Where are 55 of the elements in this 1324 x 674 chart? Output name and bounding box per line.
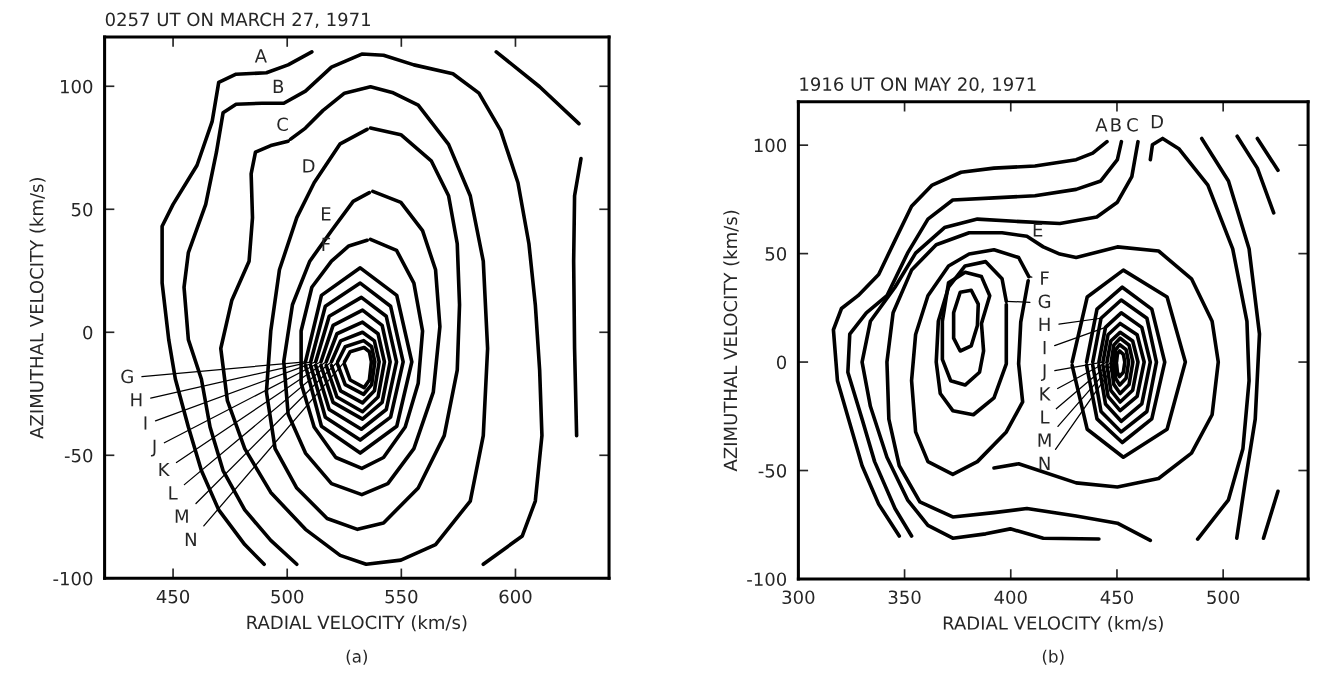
annotation: L [169,486,178,500]
annotation: N [1039,456,1050,470]
x-axis-title: RADIAL VELOCITY (km/s) [943,615,1163,632]
annotation: M [175,509,188,523]
annotation: F [322,237,331,251]
annotation: C [277,117,288,132]
annotation: D [303,159,315,173]
x-tick-label: 450 [156,589,190,604]
x-tick-label: 500 [271,589,304,604]
y-axis-title: AZIMUTHAL VELOCITY (km/s) [723,210,740,472]
x-tick-label: 350 [888,590,921,605]
y-tick-label: 100 [61,79,93,94]
annotation: D [1151,114,1163,129]
annotation: H [131,393,142,407]
x-tick-label: 550 [385,589,418,604]
y-tick-label: 50 [765,247,787,261]
annotation: I [1043,341,1046,355]
x-tick-label: 400 [994,590,1027,605]
chart-title: 1916 UT ON MAY 20, 1971 [800,77,1036,93]
y-tick-label: -100 [747,572,787,587]
x-tick-label: 450 [1100,590,1133,605]
annotation: F [1041,271,1049,285]
x-tick-label: 600 [499,589,532,604]
annotation: G [121,369,133,384]
annotation: K [159,462,170,477]
annotation: B [273,79,284,93]
annotation: E [321,207,331,221]
y-tick-label: -50 [64,448,93,463]
text: (a) [346,649,367,665]
annotation: J [1040,364,1046,381]
x-axis-title: RADIAL VELOCITY (km/s) [247,615,467,632]
annotation: E [1033,223,1043,237]
annotation: L [1041,410,1050,424]
text: (b) [1042,649,1064,665]
y-axis-title: AZIMUTHAL VELOCITY (km/s) [29,178,46,439]
y-tick-label: 50 [71,202,93,217]
y-tick-label: 0 [83,325,93,340]
annotation: A [1095,118,1108,132]
annotation: G [1038,294,1051,309]
annotation: C [1127,117,1138,132]
y-tick-label: -50 [758,463,787,478]
y-tick-label: 0 [776,355,787,370]
annotation: J [150,439,156,457]
x-tick-label: 500 [1207,590,1240,605]
y-tick-label: 100 [754,138,787,153]
y-tick-label: -100 [53,571,93,586]
annotation: B [1111,118,1121,132]
chart-title: 0257 UT ON MARCH 27, 1971 [105,12,370,29]
annotation: K [1040,387,1051,401]
annotation: A [254,49,267,63]
annotation: M [1038,433,1051,447]
x-tick-label: 300 [782,590,815,605]
annotation: I [144,416,147,430]
annotation: N [185,532,196,546]
annotation: H [1039,317,1050,332]
